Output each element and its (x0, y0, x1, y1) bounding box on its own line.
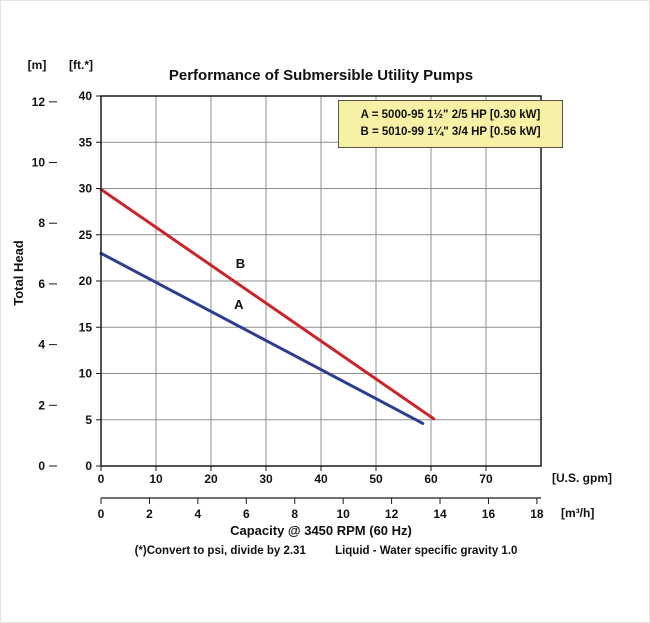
tick-label-m3h: 10 (336, 507, 350, 521)
tick-label-m: 0 (38, 459, 45, 473)
tick-label-m: 4 (38, 338, 45, 352)
tick-label-m3h: 18 (530, 507, 544, 521)
tick-label-ft: 40 (79, 89, 93, 103)
tick-label-ft: 0 (85, 459, 92, 473)
tick-label-ft: 5 (85, 413, 92, 427)
tick-label-ft: 15 (79, 320, 93, 334)
tick-label-m3h: 14 (433, 507, 447, 521)
tick-label-gpm: 70 (479, 472, 493, 486)
x-unit-label-gpm: [U.S. gpm] (552, 471, 612, 485)
tick-label-m3h: 4 (195, 507, 202, 521)
footnote-liquid-spec: Liquid - Water specific gravity 1.0 (335, 545, 518, 557)
tick-label-ft: 25 (79, 228, 93, 242)
x-axis-title: Capacity @ 3450 RPM (60 Hz) (230, 523, 412, 538)
tick-label-ft: 20 (79, 274, 93, 288)
tick-label-ft: 10 (79, 367, 93, 381)
footnote: (*)Convert to psi, divide by 2.31 Liquid… (1, 545, 649, 557)
tick-label-m3h: 6 (243, 507, 250, 521)
series-line-A (99, 251, 425, 425)
tick-label-gpm: 50 (369, 472, 383, 486)
legend-line-b: B = 5010-99 1¼" 3/4 HP [0.56 kW] (360, 126, 541, 138)
legend-line-a: A = 5000-95 1½" 2/5 HP [0.30 kW] (360, 109, 541, 121)
tick-label-m3h: 8 (291, 507, 298, 521)
tick-label-m: 8 (38, 216, 45, 230)
tick-label-gpm: 20 (204, 472, 218, 486)
y-axis-title: Total Head (11, 240, 26, 306)
tick-label-gpm: 30 (259, 472, 273, 486)
tick-label-m3h: 2 (146, 507, 153, 521)
series-line-B (99, 187, 436, 421)
tick-label-gpm: 60 (424, 472, 438, 486)
footnote-psi-conversion: (*)Convert to psi, divide by 2.31 (134, 545, 306, 557)
tick-label-gpm: 10 (149, 472, 163, 486)
y-unit-label-feet: [ft.*] (69, 58, 93, 72)
tick-label-m3h: 16 (482, 507, 496, 521)
tick-label-m3h: 0 (98, 507, 105, 521)
series-label-A: A (234, 297, 244, 312)
tick-label-ft: 30 (79, 182, 93, 196)
x-unit-label-m3h: [m³/h] (561, 506, 595, 520)
tick-label-gpm: 0 (98, 472, 105, 486)
chart-title: Performance of Submersible Utility Pumps (168, 67, 474, 84)
tick-label-m: 2 (38, 398, 45, 412)
legend-box: A = 5000-95 1½" 2/5 HP [0.30 kW] B = 501… (338, 100, 563, 148)
tick-label-m: 12 (32, 95, 46, 109)
tick-label-ft: 35 (79, 135, 93, 149)
tick-label-m3h: 12 (385, 507, 399, 521)
y-unit-label-meters: [m] (27, 58, 47, 72)
tick-label-m: 10 (32, 156, 46, 170)
series-label-B: B (236, 256, 245, 271)
tick-label-m: 6 (38, 277, 45, 291)
tick-label-gpm: 40 (314, 472, 328, 486)
